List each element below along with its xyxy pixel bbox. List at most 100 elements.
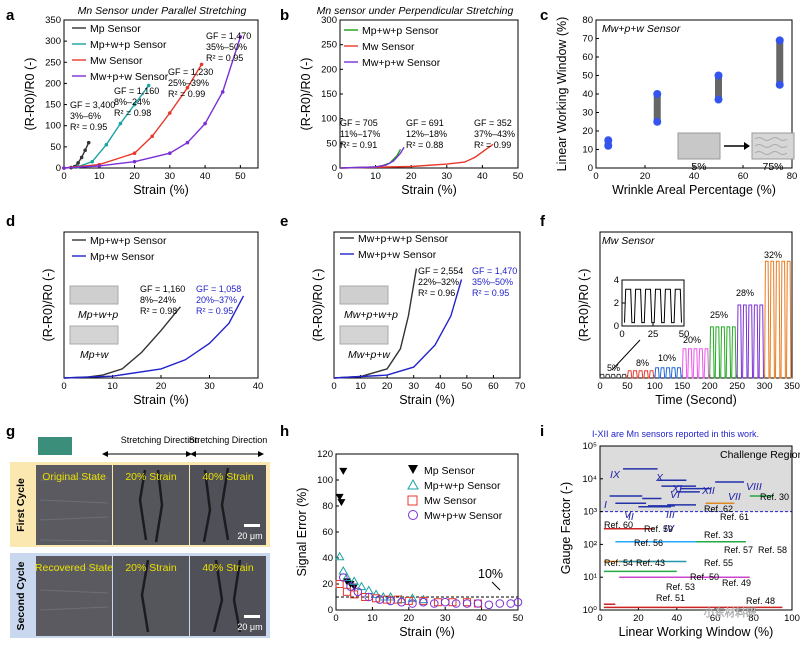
roman-label-III: III	[666, 509, 675, 521]
c-xlabel: Wrinkle Areal Percentage (%)	[612, 183, 776, 197]
h-point-1-2	[342, 572, 352, 581]
c-ytick-label-3: 30	[582, 108, 593, 119]
legend-swatch-h-mp	[408, 465, 418, 474]
micrograph-3	[190, 465, 266, 545]
d-series-1	[63, 295, 245, 379]
panel-b-legend: Mp+w+p Sensor Mw Sensor Mw+p+w Sensor	[344, 25, 441, 69]
a-point-1-2	[90, 159, 95, 164]
h-point-1-1	[338, 565, 349, 575]
f-segment-4	[709, 326, 738, 379]
annot-e-1-0: GF = 1,470	[472, 266, 517, 276]
panel-f-level-labels: 5% 8% 10% 20% 25% 28% 32%	[607, 250, 782, 373]
panel-i-plot: 0 20 40 60 80 100 10⁰ 10¹ 10² 10³ 10⁴ 10⁵ Linear Wor…	[559, 441, 800, 639]
h-point-3-15	[495, 599, 505, 608]
ref-label-3: Ref. 60	[604, 520, 633, 530]
a-ytick-label-6: 300	[45, 36, 61, 47]
c-low-point-1	[653, 117, 662, 126]
inset-wrinkle-lines	[754, 137, 788, 155]
annot-a-2-1: 25%–39%	[168, 78, 209, 88]
a-point-3-1	[97, 164, 102, 168]
a-ylabel: (R-R0)/R0 (-)	[23, 58, 37, 131]
i-ylabel: Gauge Factor (-)	[559, 482, 573, 574]
h-point-3-1	[346, 582, 355, 591]
panel-g-micrographs: Stretching Direction Stretching Directio…	[10, 435, 270, 638]
e-xtick-label-1: 10	[355, 381, 366, 392]
h-point-2-1	[342, 587, 351, 596]
c-low-point-2	[714, 95, 723, 104]
a-point-1-4	[118, 121, 123, 126]
panel-c-inset: 5% 75%	[677, 132, 795, 173]
h-xtick-label-5: 50	[513, 613, 524, 624]
h-point-0-2	[339, 467, 348, 475]
e-series-0	[333, 268, 418, 379]
c-ytick-label-7: 70	[582, 34, 593, 45]
f-xtick-label-1: 50	[622, 381, 633, 392]
inset-e-image-1	[339, 285, 389, 305]
b-ylabel: (R-R0)/R0 (-)	[299, 58, 313, 131]
h-point-3-2	[353, 587, 363, 597]
b-series-0	[339, 148, 402, 169]
e-xtick-label-7: 70	[515, 381, 526, 392]
a-point-0-5	[83, 148, 87, 153]
panel-a-title: Mn Sensor under Parallel Stretching	[78, 5, 247, 17]
panel-b-annotations: GF = 705 11%–17% R² = 0.91 GF = 691 12%–…	[340, 118, 515, 150]
f-segment-6	[764, 260, 792, 379]
e-xtick-label-2: 20	[382, 381, 393, 392]
ref-label-15: Ref. 51	[656, 593, 685, 603]
panel-letter-i: i	[540, 423, 544, 440]
a-point-1-5	[132, 102, 137, 107]
h-point-3-13	[473, 599, 483, 608]
f-xtick-label-3: 150	[674, 381, 690, 392]
annot-d-1-0: GF = 1,058	[196, 284, 241, 294]
level-label-10: 10%	[658, 353, 676, 363]
threshold-label: 10%	[478, 567, 503, 581]
c-xtick-label-4: 80	[787, 171, 798, 182]
annot-e-1-2: R² = 0.95	[472, 288, 509, 298]
f-xtick-label-5: 250	[729, 381, 745, 392]
roman-label-IX: IX	[610, 469, 621, 481]
annot-b-1-0: GF = 691	[406, 118, 444, 128]
a-point-2-5	[185, 85, 190, 90]
h-point-2-3	[361, 593, 370, 601]
e-xlabel: Strain (%)	[399, 393, 455, 407]
d-xtick-label-3: 30	[204, 381, 215, 392]
h-xtick-label-0: 0	[333, 613, 338, 624]
row-label-first: First Cycle	[15, 478, 27, 532]
a-xtick-label-5: 50	[235, 171, 246, 182]
roman-label-IV: IV	[664, 523, 675, 535]
g-header-1: Stretching Direction	[121, 435, 200, 445]
panel-e-annotations: GF = 2,554 22%–32% R² = 0.96 GF = 1,470 …	[339, 266, 517, 361]
legend-label-b-mw: Mw Sensor	[362, 41, 415, 53]
panel-letters: a b c d e f g h i	[6, 7, 548, 440]
c-high-point-0	[604, 136, 613, 145]
b-ytick-label-0: 0	[332, 163, 337, 174]
inset-d-label-1: Mp+w+p	[78, 309, 118, 321]
h-xlabel: Strain (%)	[399, 625, 455, 639]
a-xtick-label-0: 0	[61, 171, 66, 182]
ref-label-10: Ref. 43	[636, 558, 665, 568]
i-xtick-label-4: 80	[748, 613, 759, 624]
i-xtick-label-1: 20	[633, 613, 644, 624]
panel-d-annotations: GF = 1,160 8%–24% R² = 0.98 GF = 1,058 2…	[69, 284, 241, 361]
annot-e-0-0: GF = 2,554	[418, 266, 463, 276]
threshold-arrow	[491, 581, 501, 591]
g-header-2: Stretching Direction	[189, 435, 268, 445]
panel-a-legend: Mp Sensor Mp+w+p Sensor Mw Sensor Mw+p+w…	[72, 23, 169, 83]
ref-label-6: Ref. 56	[634, 538, 663, 548]
legend-label-b-mpwp: Mp+w+p Sensor	[362, 25, 439, 37]
inset-e-image-2	[339, 325, 389, 345]
annot-a-0-0: GF = 3,400	[70, 100, 115, 110]
panel-b-plot: 0 10 20 30 40 50 0 50 100 150 200 250 300 Strain (%) (…	[299, 15, 523, 197]
e-xtick-label-6: 60	[488, 381, 499, 392]
ref-label-9: Ref. 54	[604, 558, 633, 568]
d-xtick-label-4: 40	[253, 381, 264, 392]
annot-b-2-0: GF = 352	[474, 118, 512, 128]
ref-label-1: Ref. 62	[704, 504, 733, 514]
c-ytick-label-4: 40	[582, 89, 593, 100]
b-ytick-label-4: 200	[321, 64, 337, 75]
a-point-1-3	[104, 142, 109, 147]
a-point-2-4	[168, 111, 172, 115]
annot-d-0-0: GF = 1,160	[140, 284, 185, 294]
annot-a-3-0: GF = 1,470	[206, 31, 251, 41]
